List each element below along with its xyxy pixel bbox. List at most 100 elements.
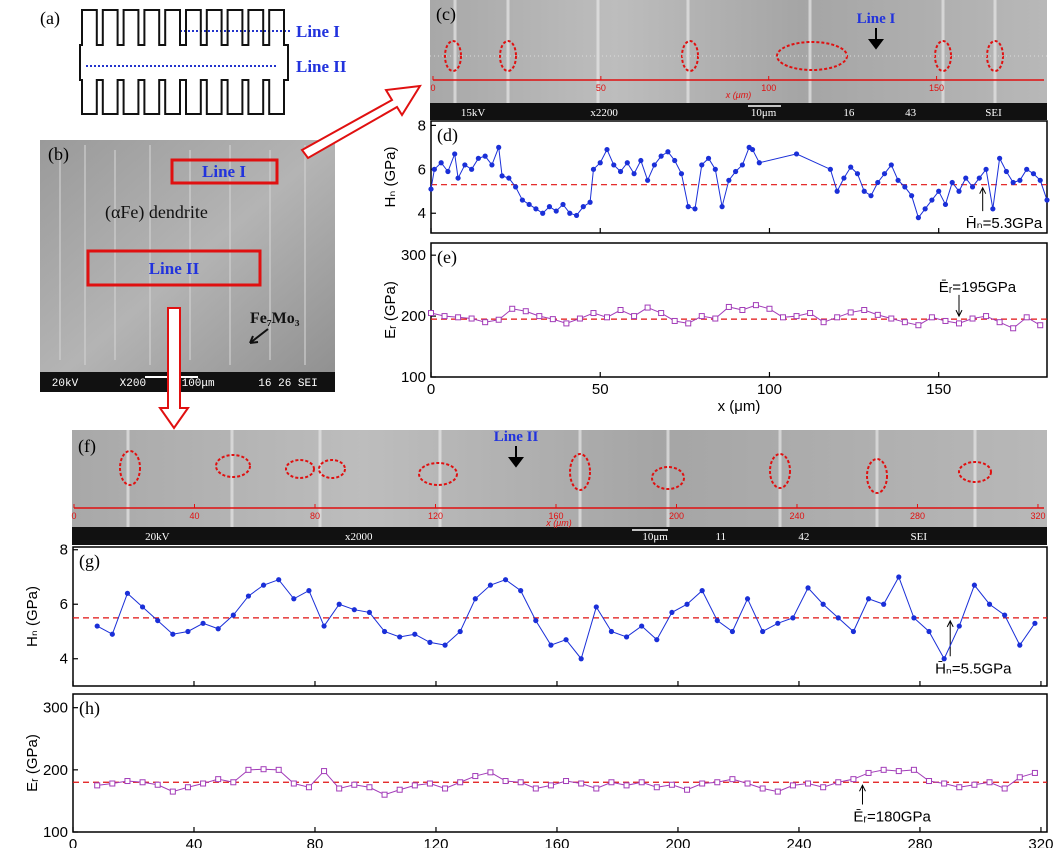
data-point xyxy=(850,776,857,783)
info-text: 16 26 SEI xyxy=(258,378,317,390)
data-point xyxy=(881,171,888,177)
data-point xyxy=(744,780,751,787)
data-point xyxy=(678,171,685,177)
data-point xyxy=(549,316,556,323)
data-point xyxy=(366,609,373,616)
data-point xyxy=(573,212,580,219)
data-point xyxy=(109,631,115,637)
data-point xyxy=(442,785,449,792)
data-point xyxy=(726,177,732,183)
data-point xyxy=(1031,769,1038,776)
data-point xyxy=(397,634,403,640)
data-point xyxy=(880,766,887,773)
data-point xyxy=(996,319,1003,326)
data-point xyxy=(276,577,282,583)
data-point xyxy=(396,786,403,793)
micro-axis-label: x (μm) xyxy=(725,90,751,100)
data-point xyxy=(639,623,645,629)
data-point xyxy=(692,206,698,212)
plot-frame xyxy=(430,242,1048,378)
data-point xyxy=(835,615,841,621)
comb-outline xyxy=(79,9,289,115)
data-point xyxy=(651,162,657,168)
data-point xyxy=(654,637,660,643)
y-tick-label: 300 xyxy=(43,700,68,717)
x-tick-label: 40 xyxy=(186,836,203,848)
data-point xyxy=(260,582,267,588)
micro-tick-label: 40 xyxy=(189,511,199,521)
data-point xyxy=(540,210,546,216)
data-point xyxy=(593,604,599,610)
data-point xyxy=(926,778,933,785)
data-point xyxy=(949,179,955,186)
data-point xyxy=(729,628,736,635)
data-point xyxy=(215,626,221,632)
line-label: Line I xyxy=(857,11,896,27)
data-point xyxy=(739,162,745,168)
data-point xyxy=(411,782,418,789)
data-point xyxy=(489,162,495,168)
data-point xyxy=(910,766,917,773)
data-point xyxy=(699,780,706,787)
data-point xyxy=(685,320,692,327)
data-point xyxy=(739,307,746,313)
info-text: 11 xyxy=(716,531,727,543)
panel-label: (c) xyxy=(436,4,456,25)
data-point xyxy=(472,596,478,602)
y-axis-label: Eᵣ (GPa) xyxy=(24,734,41,792)
data-point xyxy=(653,784,660,791)
data-point xyxy=(438,160,444,166)
data-point xyxy=(868,193,874,199)
data-point xyxy=(926,628,932,635)
data-point xyxy=(275,766,282,773)
data-point xyxy=(482,153,488,159)
data-point xyxy=(321,623,327,629)
micro-tick-label: 150 xyxy=(929,83,944,93)
data-point xyxy=(942,201,949,208)
mean-arrow xyxy=(955,294,963,318)
data-point xyxy=(578,656,584,662)
link-arrow xyxy=(158,307,190,430)
data-point xyxy=(705,155,712,161)
data-point xyxy=(631,313,638,320)
data-point xyxy=(587,199,593,205)
x-tick-label: 160 xyxy=(544,836,569,848)
x-tick-label: 50 xyxy=(592,381,609,398)
info-text: SEI xyxy=(985,107,1002,119)
panel-label: (a) xyxy=(40,8,60,29)
arrow xyxy=(868,28,884,50)
data-point xyxy=(245,766,252,773)
info-text: 42 xyxy=(798,531,809,543)
data-point xyxy=(487,582,494,588)
data-point xyxy=(684,786,691,793)
micrograph-f: (f) Line II xyxy=(72,429,1047,545)
data-point xyxy=(820,601,826,607)
micrograph-image xyxy=(430,0,1047,120)
data-point xyxy=(578,780,585,787)
line-label: Line II xyxy=(494,429,539,445)
data-point xyxy=(865,596,872,602)
data-point xyxy=(533,617,539,624)
data-point xyxy=(834,314,841,321)
data-point xyxy=(608,628,615,635)
data-point xyxy=(760,628,766,635)
data-point xyxy=(820,319,827,326)
data-point xyxy=(983,313,990,320)
y-tick-label: 100 xyxy=(43,824,68,841)
info-bar xyxy=(72,527,1047,545)
plot-frame xyxy=(430,120,1048,234)
data-point xyxy=(956,784,963,791)
data-point xyxy=(431,166,437,172)
mean-arrow xyxy=(946,619,954,657)
phase-label: Fe₇Mo₃ xyxy=(250,310,300,327)
panel-label: (g) xyxy=(79,551,100,572)
data-point xyxy=(185,628,191,635)
data-point xyxy=(658,310,665,317)
data-point xyxy=(611,162,617,168)
data-point xyxy=(1037,322,1044,329)
data-point xyxy=(774,788,781,795)
micrograph-c: (c) Line I xyxy=(430,0,1047,120)
data-point xyxy=(875,179,881,186)
data-point xyxy=(986,779,993,786)
data-point xyxy=(976,175,982,181)
